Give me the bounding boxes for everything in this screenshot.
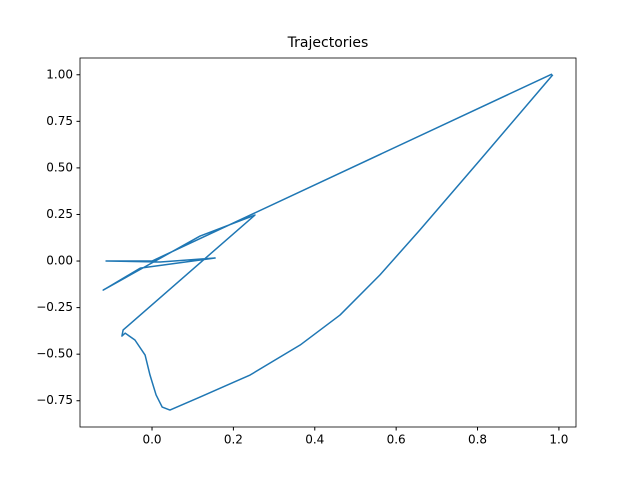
- x-tick-label: 1.0: [549, 433, 568, 447]
- x-tick-label: 0.0: [142, 433, 161, 447]
- x-tick-label: 0.8: [468, 433, 487, 447]
- y-tick-label: −0.25: [36, 300, 73, 314]
- x-tick-label: 0.2: [224, 433, 243, 447]
- y-tick-label: 0.50: [46, 160, 73, 174]
- y-tick-label: 0.75: [46, 114, 73, 128]
- trajectory-line: [102, 73, 554, 411]
- y-tick-label: 0.00: [46, 254, 73, 268]
- x-tick-label: 0.6: [387, 433, 406, 447]
- x-tick-label: 0.4: [305, 433, 324, 447]
- y-tick-label: 0.25: [46, 207, 73, 221]
- y-tick-label: −0.75: [36, 393, 73, 407]
- plot-frame: [79, 57, 577, 428]
- chart-title: Trajectories: [287, 35, 369, 51]
- y-tick-label: −0.50: [36, 347, 73, 361]
- y-tick-label: 1.00: [46, 67, 73, 81]
